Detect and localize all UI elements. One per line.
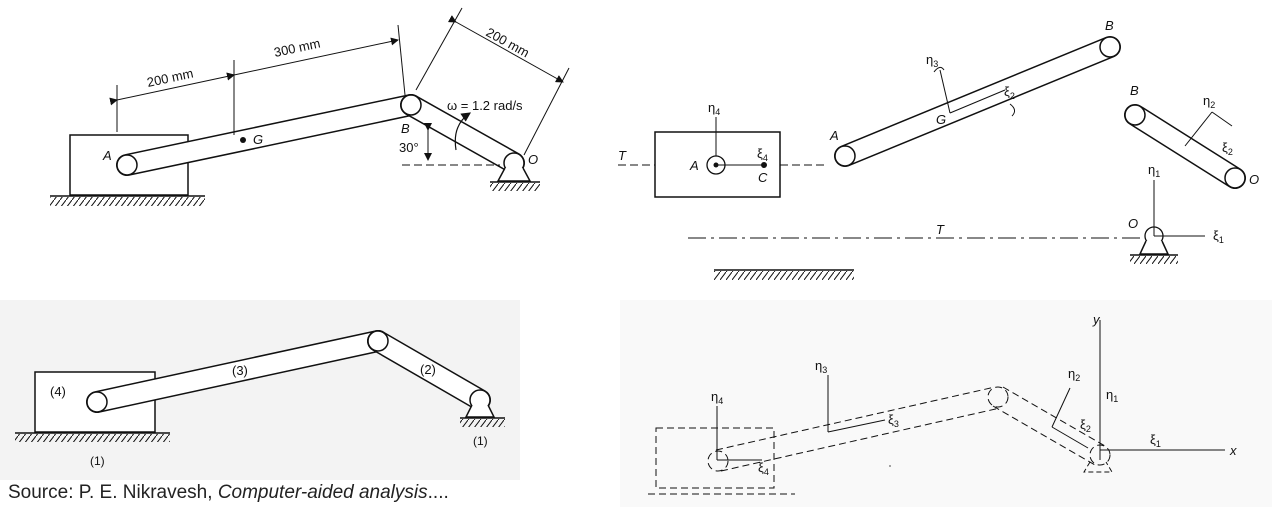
label-O-ground: O xyxy=(1128,216,1138,231)
dimension-line-300 xyxy=(226,37,399,81)
xi3-label: ξ3 xyxy=(888,412,899,429)
x-axis-label: x xyxy=(1229,443,1237,458)
eta4-label: η4 xyxy=(711,389,723,406)
label-O: O xyxy=(528,152,538,167)
pivot-support xyxy=(496,167,532,182)
xi2-label: ξ2 xyxy=(1080,417,1091,434)
label-A-rod: A xyxy=(829,128,839,143)
body-numbering-svg: (4) (3) (2) (1) (1) xyxy=(15,330,505,468)
label-T-left: T xyxy=(618,148,627,163)
rod-BO xyxy=(400,94,525,174)
omega-arrow xyxy=(454,112,471,151)
center-of-mass-dot xyxy=(240,137,246,143)
xi3-axis xyxy=(827,419,886,433)
eta2-frame-line-2 xyxy=(1211,111,1233,127)
ground-hatch xyxy=(1130,256,1178,264)
pivot-support xyxy=(464,404,496,418)
label-B: B xyxy=(401,121,410,136)
dim-label-200-right: 200 mm xyxy=(484,25,532,61)
label-G-rod: G xyxy=(936,112,946,127)
ground-hatch-left xyxy=(15,434,170,442)
eta1-label: η1 xyxy=(1106,387,1118,404)
ground-hatch-left xyxy=(50,197,205,206)
label-A: A xyxy=(102,148,112,163)
xi3-axis xyxy=(949,89,1006,114)
label-ground-right: (1) xyxy=(473,434,488,448)
eta3-label: η3 xyxy=(815,358,827,375)
eta4-label: η4 xyxy=(708,100,720,117)
xi4-label: ξ4 xyxy=(757,146,768,163)
floor-hatch xyxy=(714,271,854,280)
eta2-frame-line-1 xyxy=(1184,111,1213,147)
label-B-rod3: B xyxy=(1105,18,1114,33)
slider-body-dashed xyxy=(655,427,775,489)
caption-prefix: Source: P. E. Nikravesh, xyxy=(8,482,218,503)
dimension-line-200-left xyxy=(109,72,235,106)
eta3-rotation-mark xyxy=(933,66,945,73)
y-axis-label: y xyxy=(1092,312,1101,327)
rod-2 xyxy=(1124,104,1246,189)
xi3-rotation-mark xyxy=(1009,103,1016,117)
xi3-label: ξ2 xyxy=(1004,84,1015,101)
extension-line-4 xyxy=(415,7,463,91)
ground-hatch-right xyxy=(490,183,540,191)
extension-line-5 xyxy=(523,67,570,156)
angle-label: 30° xyxy=(399,140,419,155)
global-coordinate-svg: y x η4 ξ4 η3 ξ3 η2 ξ2 η1 ξ1 xyxy=(648,312,1237,495)
dim-label-300: 300 mm xyxy=(273,35,322,59)
dim-label-200-left: 200 mm xyxy=(146,65,195,89)
source-caption: Source: P. E. Nikravesh, Computer-aided … xyxy=(8,482,449,504)
link-2-dashed xyxy=(992,386,1111,466)
xi1-label: ξ1 xyxy=(1213,228,1224,245)
eta2-axis xyxy=(1051,387,1071,428)
extension-line-3 xyxy=(397,24,406,96)
caption-suffix: .... xyxy=(427,482,449,503)
label-A-slider: A xyxy=(689,158,699,173)
eta3-label: η3 xyxy=(926,52,938,69)
eta3-axis xyxy=(939,69,951,114)
label-T-mid: T xyxy=(936,222,945,237)
dimension-line-200-right xyxy=(447,15,564,83)
body-numbering-diagram: (4) (3) (2) (1) (1) xyxy=(0,300,520,480)
free-body-diagram: T η4 ξ4 A C η3 ξ2 G A B η2 ξ2 B O T η1 xyxy=(600,0,1272,300)
free-body-svg: T η4 ξ4 A C η3 ξ2 G A B η2 ξ2 B O T η1 xyxy=(618,18,1259,280)
assembled-mechanism-svg: 200 mm 300 mm 200 mm 30° ω = 1.2 rad/s A… xyxy=(50,7,570,206)
xi1-label: ξ1 xyxy=(1150,432,1161,449)
label-O-rod2: O xyxy=(1249,172,1259,187)
label-B-rod2: B xyxy=(1130,83,1139,98)
pivot-support-dashed xyxy=(1083,461,1113,473)
caption-title: Computer-aided analysis xyxy=(217,482,428,503)
label-ground-left: (1) xyxy=(90,454,105,468)
xi4-label: ξ4 xyxy=(758,460,769,477)
ground-support xyxy=(1138,240,1170,255)
label-body-4: (4) xyxy=(50,384,66,399)
label-body-2: (2) xyxy=(420,362,436,377)
global-coordinate-diagram: y x η4 ξ4 η3 ξ3 η2 ξ2 η1 ξ1 xyxy=(620,300,1272,507)
ground-hatch-right xyxy=(460,419,505,427)
label-body-3: (3) xyxy=(232,363,248,378)
link-3-dashed xyxy=(707,386,1009,472)
eta2-label: η2 xyxy=(1203,93,1215,110)
label-C: C xyxy=(758,170,768,185)
eta2-label: η2 xyxy=(1068,366,1080,383)
label-G: G xyxy=(253,132,263,147)
xi2-label: ξ2 xyxy=(1222,140,1233,157)
eta1-label: η1 xyxy=(1148,162,1160,179)
omega-label: ω = 1.2 rad/s xyxy=(447,98,523,113)
stray-dot xyxy=(889,465,891,467)
xi2-axis xyxy=(1051,426,1089,449)
assembled-mechanism-diagram: 200 mm 300 mm 200 mm 30° ω = 1.2 rad/s A… xyxy=(0,0,620,280)
